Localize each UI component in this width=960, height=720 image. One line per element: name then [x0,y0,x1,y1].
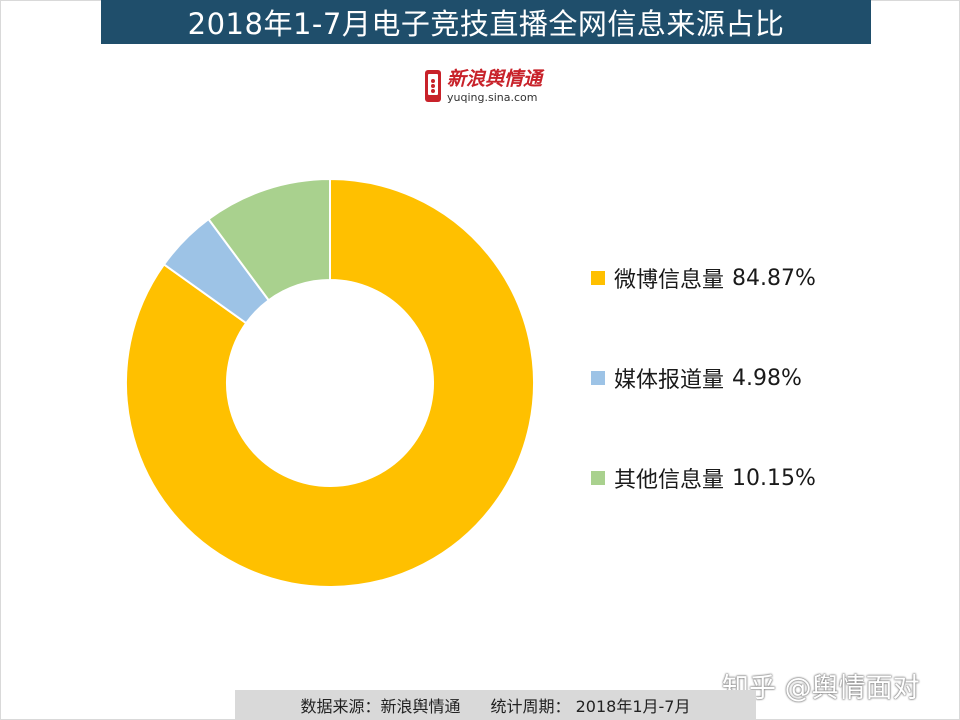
chart-footer: 数据来源：新浪舆情通 统计周期： 2018年1月-7月 [235,690,756,720]
stat-period-text: 统计周期： 2018年1月-7月 [490,697,691,716]
legend-swatch [591,371,605,385]
legend-swatch [591,471,605,485]
legend-swatch [591,271,605,285]
legend-value: 84.87% [732,265,816,291]
legend-item-0: 微博信息量 84.87% [591,262,816,294]
data-source-text: 数据来源：新浪舆情通 [300,697,461,716]
legend-item-1: 媒体报道量 4.98% [591,362,816,394]
chart-legend: 微博信息量 84.87% 媒体报道量 4.98% 其他信息量 10.15% [591,262,816,562]
legend-label: 其他信息量 [614,468,725,493]
phone-icon [425,70,441,102]
legend-item-2: 其他信息量 10.15% [591,462,816,494]
legend-label: 媒体报道量 [614,368,725,393]
chart-title: 2018年1-7月电子竞技直播全网信息来源占比 [187,7,785,41]
sina-yuqing-logo: 新浪舆情通 yuqing.sina.com [425,66,542,106]
donut-slice-2 [207,177,331,302]
legend-value: 4.98% [732,365,802,391]
logo-name: 新浪舆情通 [447,67,543,90]
donut-slice-0 [125,177,535,588]
logo-domain: yuqing.sina.com [447,90,538,104]
legend-value: 10.15% [732,465,816,491]
chart-title-bar: 2018年1-7月电子竞技直播全网信息来源占比 [101,0,871,44]
legend-label: 微博信息量 [614,268,725,293]
